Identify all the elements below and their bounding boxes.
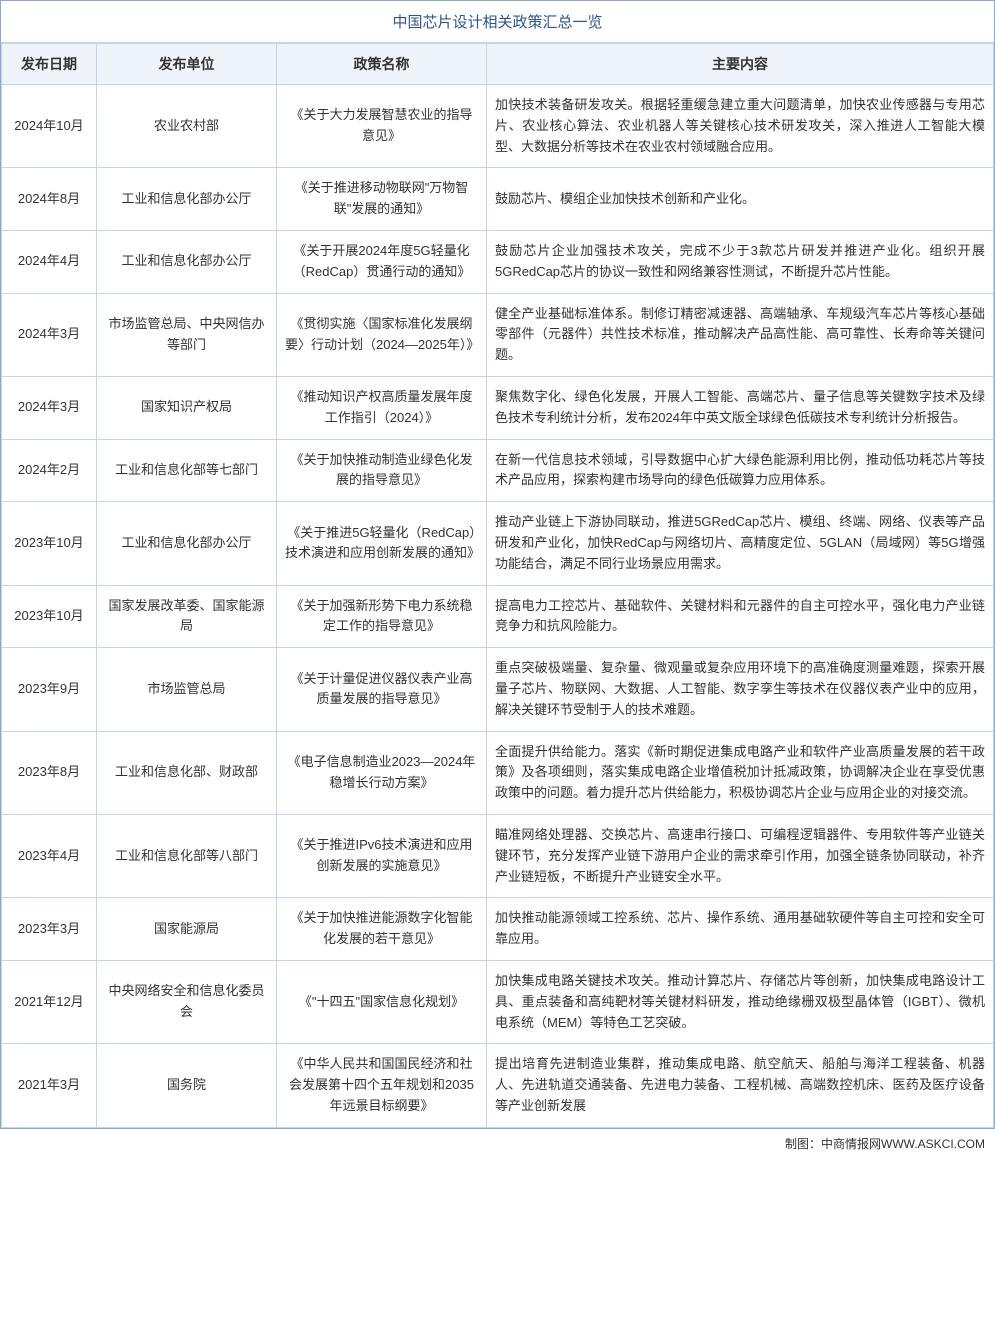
cell-department: 工业和信息化部办公厅 <box>97 230 277 293</box>
cell-date: 2024年3月 <box>2 293 97 376</box>
cell-content: 瞄准网络处理器、交换芯片、高速串行接口、可编程逻辑器件、专用软件等产业链关键环节… <box>487 814 994 897</box>
cell-date: 2024年2月 <box>2 439 97 502</box>
table-row: 2023年10月国家发展改革委、国家能源局《关于加强新形势下电力系统稳定工作的指… <box>2 585 994 648</box>
cell-content: 鼓励芯片企业加强技术攻关，完成不少于3款芯片研发并推进产业化。组织开展5GRed… <box>487 230 994 293</box>
cell-date: 2023年10月 <box>2 502 97 585</box>
cell-date: 2023年3月 <box>2 898 97 961</box>
cell-department: 工业和信息化部办公厅 <box>97 168 277 231</box>
policy-table-container: 中国芯片设计相关政策汇总一览 发布日期 发布单位 政策名称 主要内容 2024年… <box>0 0 995 1129</box>
table-row: 2021年3月国务院《中华人民共和国国民经济和社会发展第十四个五年规划和2035… <box>2 1044 994 1127</box>
cell-department: 国务院 <box>97 1044 277 1127</box>
table-row: 2023年4月工业和信息化部等八部门《关于推进IPv6技术演进和应用创新发展的实… <box>2 814 994 897</box>
cell-department: 工业和信息化部等八部门 <box>97 814 277 897</box>
header-row: 发布日期 发布单位 政策名称 主要内容 <box>2 44 994 85</box>
cell-policy: 《关于计量促进仪器仪表产业高质量发展的指导意见》 <box>277 648 487 731</box>
footer-credit: 制图：中商情报网WWW.ASKCI.COM <box>0 1129 995 1156</box>
cell-policy: 《电子信息制造业2023—2024年稳增长行动方案》 <box>277 731 487 814</box>
header-department: 发布单位 <box>97 44 277 85</box>
cell-policy: 《关于加强新形势下电力系统稳定工作的指导意见》 <box>277 585 487 648</box>
cell-policy: 《推动知识产权高质量发展年度工作指引（2024）》 <box>277 376 487 439</box>
cell-content: 健全产业基础标准体系。制修订精密减速器、高端轴承、车规级汽车芯片等核心基础零部件… <box>487 293 994 376</box>
cell-policy: 《关于加快推进能源数字化智能化发展的若干意见》 <box>277 898 487 961</box>
cell-date: 2024年8月 <box>2 168 97 231</box>
cell-content: 提出培育先进制造业集群，推动集成电路、航空航天、船舶与海洋工程装备、机器人、先进… <box>487 1044 994 1127</box>
cell-policy: 《关于加快推动制造业绿色化发展的指导意见》 <box>277 439 487 502</box>
cell-content: 提高电力工控芯片、基础软件、关键材料和元器件的自主可控水平，强化电力产业链竞争力… <box>487 585 994 648</box>
cell-department: 国家能源局 <box>97 898 277 961</box>
cell-date: 2023年8月 <box>2 731 97 814</box>
cell-date: 2023年9月 <box>2 648 97 731</box>
table-row: 2023年9月市场监管总局《关于计量促进仪器仪表产业高质量发展的指导意见》重点突… <box>2 648 994 731</box>
cell-content: 加快推动能源领域工控系统、芯片、操作系统、通用基础软硬件等自主可控和安全可靠应用… <box>487 898 994 961</box>
header-content: 主要内容 <box>487 44 994 85</box>
cell-department: 国家发展改革委、国家能源局 <box>97 585 277 648</box>
cell-date: 2024年4月 <box>2 230 97 293</box>
cell-department: 国家知识产权局 <box>97 376 277 439</box>
cell-policy: 《关于推进IPv6技术演进和应用创新发展的实施意见》 <box>277 814 487 897</box>
cell-policy: 《贯彻实施〈国家标准化发展纲要〉行动计划（2024—2025年）》 <box>277 293 487 376</box>
cell-policy: 《关于推进5G轻量化（RedCap）技术演进和应用创新发展的通知》 <box>277 502 487 585</box>
header-policy: 政策名称 <box>277 44 487 85</box>
table-row: 2024年8月工业和信息化部办公厅《关于推进移动物联网"万物智联"发展的通知》鼓… <box>2 168 994 231</box>
table-row: 2024年4月工业和信息化部办公厅《关于开展2024年度5G轻量化（RedCap… <box>2 230 994 293</box>
header-date: 发布日期 <box>2 44 97 85</box>
table-title: 中国芯片设计相关政策汇总一览 <box>1 1 994 43</box>
cell-date: 2024年10月 <box>2 85 97 168</box>
table-row: 2023年10月工业和信息化部办公厅《关于推进5G轻量化（RedCap）技术演进… <box>2 502 994 585</box>
cell-date: 2023年4月 <box>2 814 97 897</box>
cell-department: 市场监管总局、中央网信办等部门 <box>97 293 277 376</box>
cell-department: 工业和信息化部、财政部 <box>97 731 277 814</box>
cell-content: 推动产业链上下游协同联动，推进5GRedCap芯片、模组、终端、网络、仪表等产品… <box>487 502 994 585</box>
table-row: 2024年3月市场监管总局、中央网信办等部门《贯彻实施〈国家标准化发展纲要〉行动… <box>2 293 994 376</box>
cell-date: 2021年3月 <box>2 1044 97 1127</box>
table-row: 2023年8月工业和信息化部、财政部《电子信息制造业2023—2024年稳增长行… <box>2 731 994 814</box>
cell-content: 重点突破极端量、复杂量、微观量或复杂应用环境下的高准确度测量难题，探索开展量子芯… <box>487 648 994 731</box>
cell-date: 2021年12月 <box>2 960 97 1043</box>
cell-policy: 《"十四五"国家信息化规划》 <box>277 960 487 1043</box>
cell-policy: 《中华人民共和国国民经济和社会发展第十四个五年规划和2035年远景目标纲要》 <box>277 1044 487 1127</box>
table-row: 2024年3月国家知识产权局《推动知识产权高质量发展年度工作指引（2024）》聚… <box>2 376 994 439</box>
cell-policy: 《关于大力发展智慧农业的指导意见》 <box>277 85 487 168</box>
policy-table: 发布日期 发布单位 政策名称 主要内容 2024年10月农业农村部《关于大力发展… <box>1 43 994 1128</box>
cell-content: 聚焦数字化、绿色化发展，开展人工智能、高端芯片、量子信息等关键数字技术及绿色技术… <box>487 376 994 439</box>
cell-content: 加快技术装备研发攻关。根据轻重缓急建立重大问题清单，加快农业传感器与专用芯片、农… <box>487 85 994 168</box>
table-row: 2021年12月中央网络安全和信息化委员会《"十四五"国家信息化规划》加快集成电… <box>2 960 994 1043</box>
cell-department: 市场监管总局 <box>97 648 277 731</box>
cell-date: 2023年10月 <box>2 585 97 648</box>
cell-department: 工业和信息化部办公厅 <box>97 502 277 585</box>
cell-policy: 《关于推进移动物联网"万物智联"发展的通知》 <box>277 168 487 231</box>
cell-content: 在新一代信息技术领域，引导数据中心扩大绿色能源利用比例，推动低功耗芯片等技术产品… <box>487 439 994 502</box>
cell-department: 农业农村部 <box>97 85 277 168</box>
cell-date: 2024年3月 <box>2 376 97 439</box>
cell-content: 全面提升供给能力。落实《新时期促进集成电路产业和软件产业高质量发展的若干政策》及… <box>487 731 994 814</box>
cell-content: 鼓励芯片、模组企业加快技术创新和产业化。 <box>487 168 994 231</box>
table-row: 2024年10月农业农村部《关于大力发展智慧农业的指导意见》加快技术装备研发攻关… <box>2 85 994 168</box>
cell-policy: 《关于开展2024年度5G轻量化（RedCap）贯通行动的通知》 <box>277 230 487 293</box>
table-row: 2023年3月国家能源局《关于加快推进能源数字化智能化发展的若干意见》加快推动能… <box>2 898 994 961</box>
cell-content: 加快集成电路关键技术攻关。推动计算芯片、存储芯片等创新，加快集成电路设计工具、重… <box>487 960 994 1043</box>
cell-department: 中央网络安全和信息化委员会 <box>97 960 277 1043</box>
table-row: 2024年2月工业和信息化部等七部门《关于加快推动制造业绿色化发展的指导意见》在… <box>2 439 994 502</box>
cell-department: 工业和信息化部等七部门 <box>97 439 277 502</box>
